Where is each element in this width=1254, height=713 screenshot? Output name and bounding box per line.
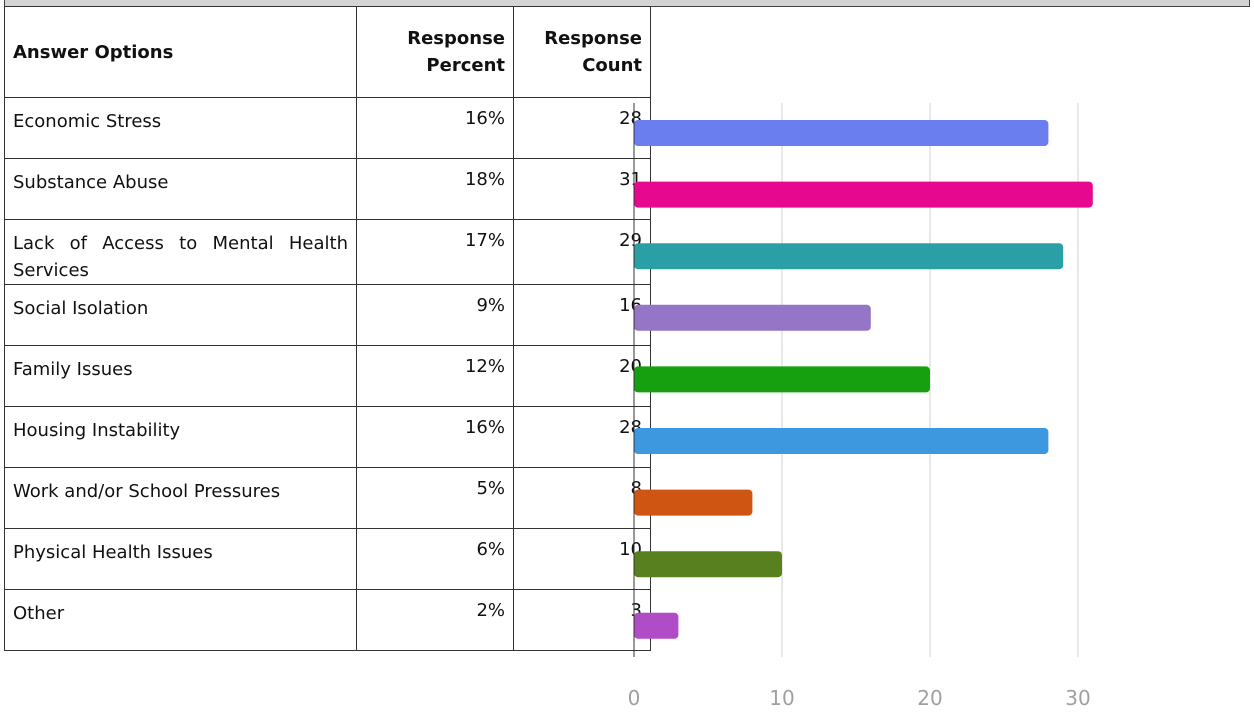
response-percent: 2% bbox=[356, 589, 514, 651]
bar-0 bbox=[634, 120, 1049, 146]
bar-4 bbox=[634, 366, 930, 393]
header-count-line2: Count bbox=[582, 55, 642, 76]
header-response-count: Response Count bbox=[513, 6, 651, 98]
bar-3 bbox=[634, 304, 871, 331]
answer-option: Housing Instability bbox=[4, 406, 357, 468]
bar-7 bbox=[634, 551, 782, 578]
table-row: Economic Stress 16% 28 bbox=[4, 97, 651, 159]
bar-5 bbox=[634, 428, 1049, 454]
response-percent: 16% bbox=[356, 97, 514, 159]
answer-option: Family Issues bbox=[4, 345, 357, 407]
table-header-row: Answer Options Response Percent Response C… bbox=[4, 6, 651, 98]
response-percent: 6% bbox=[356, 528, 514, 590]
answer-option: Social Isolation bbox=[4, 284, 357, 346]
answer-option: Physical Health Issues bbox=[4, 528, 357, 590]
answer-option: Economic Stress bbox=[4, 97, 357, 159]
response-count: 28 bbox=[513, 97, 651, 159]
response-count: 20 bbox=[513, 345, 651, 407]
survey-table: Answer Options Response Percent Response C… bbox=[4, 6, 651, 651]
response-count: 16 bbox=[513, 284, 651, 346]
bar-8 bbox=[634, 612, 679, 639]
x-tick-label: 30 bbox=[1065, 686, 1090, 710]
response-percent: 17% bbox=[356, 219, 514, 285]
response-count: 29 bbox=[513, 219, 651, 285]
table-row: Lack of Access to Mental Health Services… bbox=[4, 219, 651, 285]
header-percent-line2: Percent bbox=[426, 55, 505, 76]
header-count-line1: Response bbox=[544, 28, 642, 49]
table-row: Physical Health Issues 6% 10 bbox=[4, 528, 651, 590]
bar-2 bbox=[634, 243, 1064, 270]
header-answer-options: Answer Options bbox=[4, 6, 357, 98]
response-count: 28 bbox=[513, 406, 651, 468]
header-response-percent: Response Percent bbox=[356, 6, 514, 98]
table-row: Substance Abuse 18% 31 bbox=[4, 158, 651, 220]
table-row: Housing Instability 16% 28 bbox=[4, 406, 651, 468]
response-percent: 9% bbox=[356, 284, 514, 346]
answer-option: Other bbox=[4, 589, 357, 651]
table-row: Social Isolation 9% 16 bbox=[4, 284, 651, 346]
header-percent-line1: Response bbox=[407, 28, 505, 49]
answer-option: Lack of Access to Mental Health Services bbox=[4, 219, 357, 285]
table-row: Other 2% 3 bbox=[4, 589, 651, 651]
x-tick-label: 10 bbox=[769, 686, 794, 710]
response-count: 3 bbox=[513, 589, 651, 651]
x-tick-label: 20 bbox=[917, 686, 942, 710]
bar-1 bbox=[634, 181, 1093, 208]
response-count: 8 bbox=[513, 467, 651, 529]
table-row: Work and/or School Pressures 5% 8 bbox=[4, 467, 651, 529]
response-percent: 5% bbox=[356, 467, 514, 529]
bar-6 bbox=[634, 489, 753, 516]
answer-option: Substance Abuse bbox=[4, 158, 357, 220]
answer-option: Work and/or School Pressures bbox=[4, 467, 357, 529]
x-tick-label: 0 bbox=[628, 686, 641, 710]
